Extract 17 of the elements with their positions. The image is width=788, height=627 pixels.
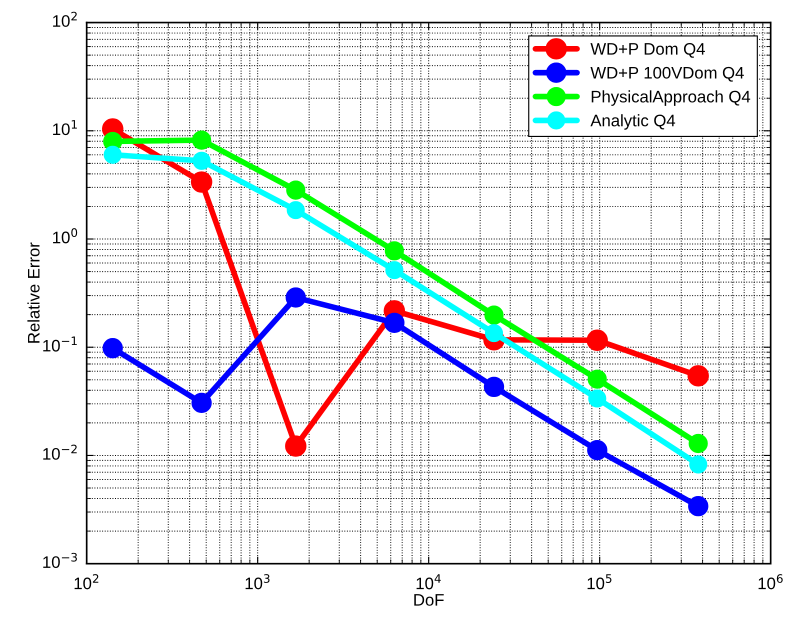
legend-label: WD+P 100VDom Q4 [590, 66, 744, 82]
x-tick-label: 10$^{6}$ [758, 574, 783, 590]
legend-label: PhysicalApproach Q4 [592, 90, 750, 106]
y-tick-label: 10$^{1}$ [53, 120, 77, 136]
x-axis-title: DoF [414, 594, 444, 606]
y-axis-title: Relative Error [27, 242, 40, 343]
legend-label: Analytic Q4 [590, 114, 676, 130]
y-tick-label: 10$^{−2}$ [43, 444, 77, 460]
legend-label: WD+P Dom Q4 [590, 43, 705, 58]
x-tick-label: 10$^{4}$ [416, 574, 441, 590]
x-tick-label: 10$^{2}$ [74, 574, 98, 590]
y-tick-label: 10$^{0}$ [53, 228, 78, 244]
y-tick-label: 10$^{2}$ [53, 12, 77, 27]
x-tick-label: 10$^{3}$ [246, 574, 270, 590]
y-tick-label: 10$^{−1}$ [43, 336, 77, 352]
x-tick-label: 10$^{5}$ [588, 574, 612, 590]
y-tick-label: 10$^{−3}$ [43, 552, 77, 568]
